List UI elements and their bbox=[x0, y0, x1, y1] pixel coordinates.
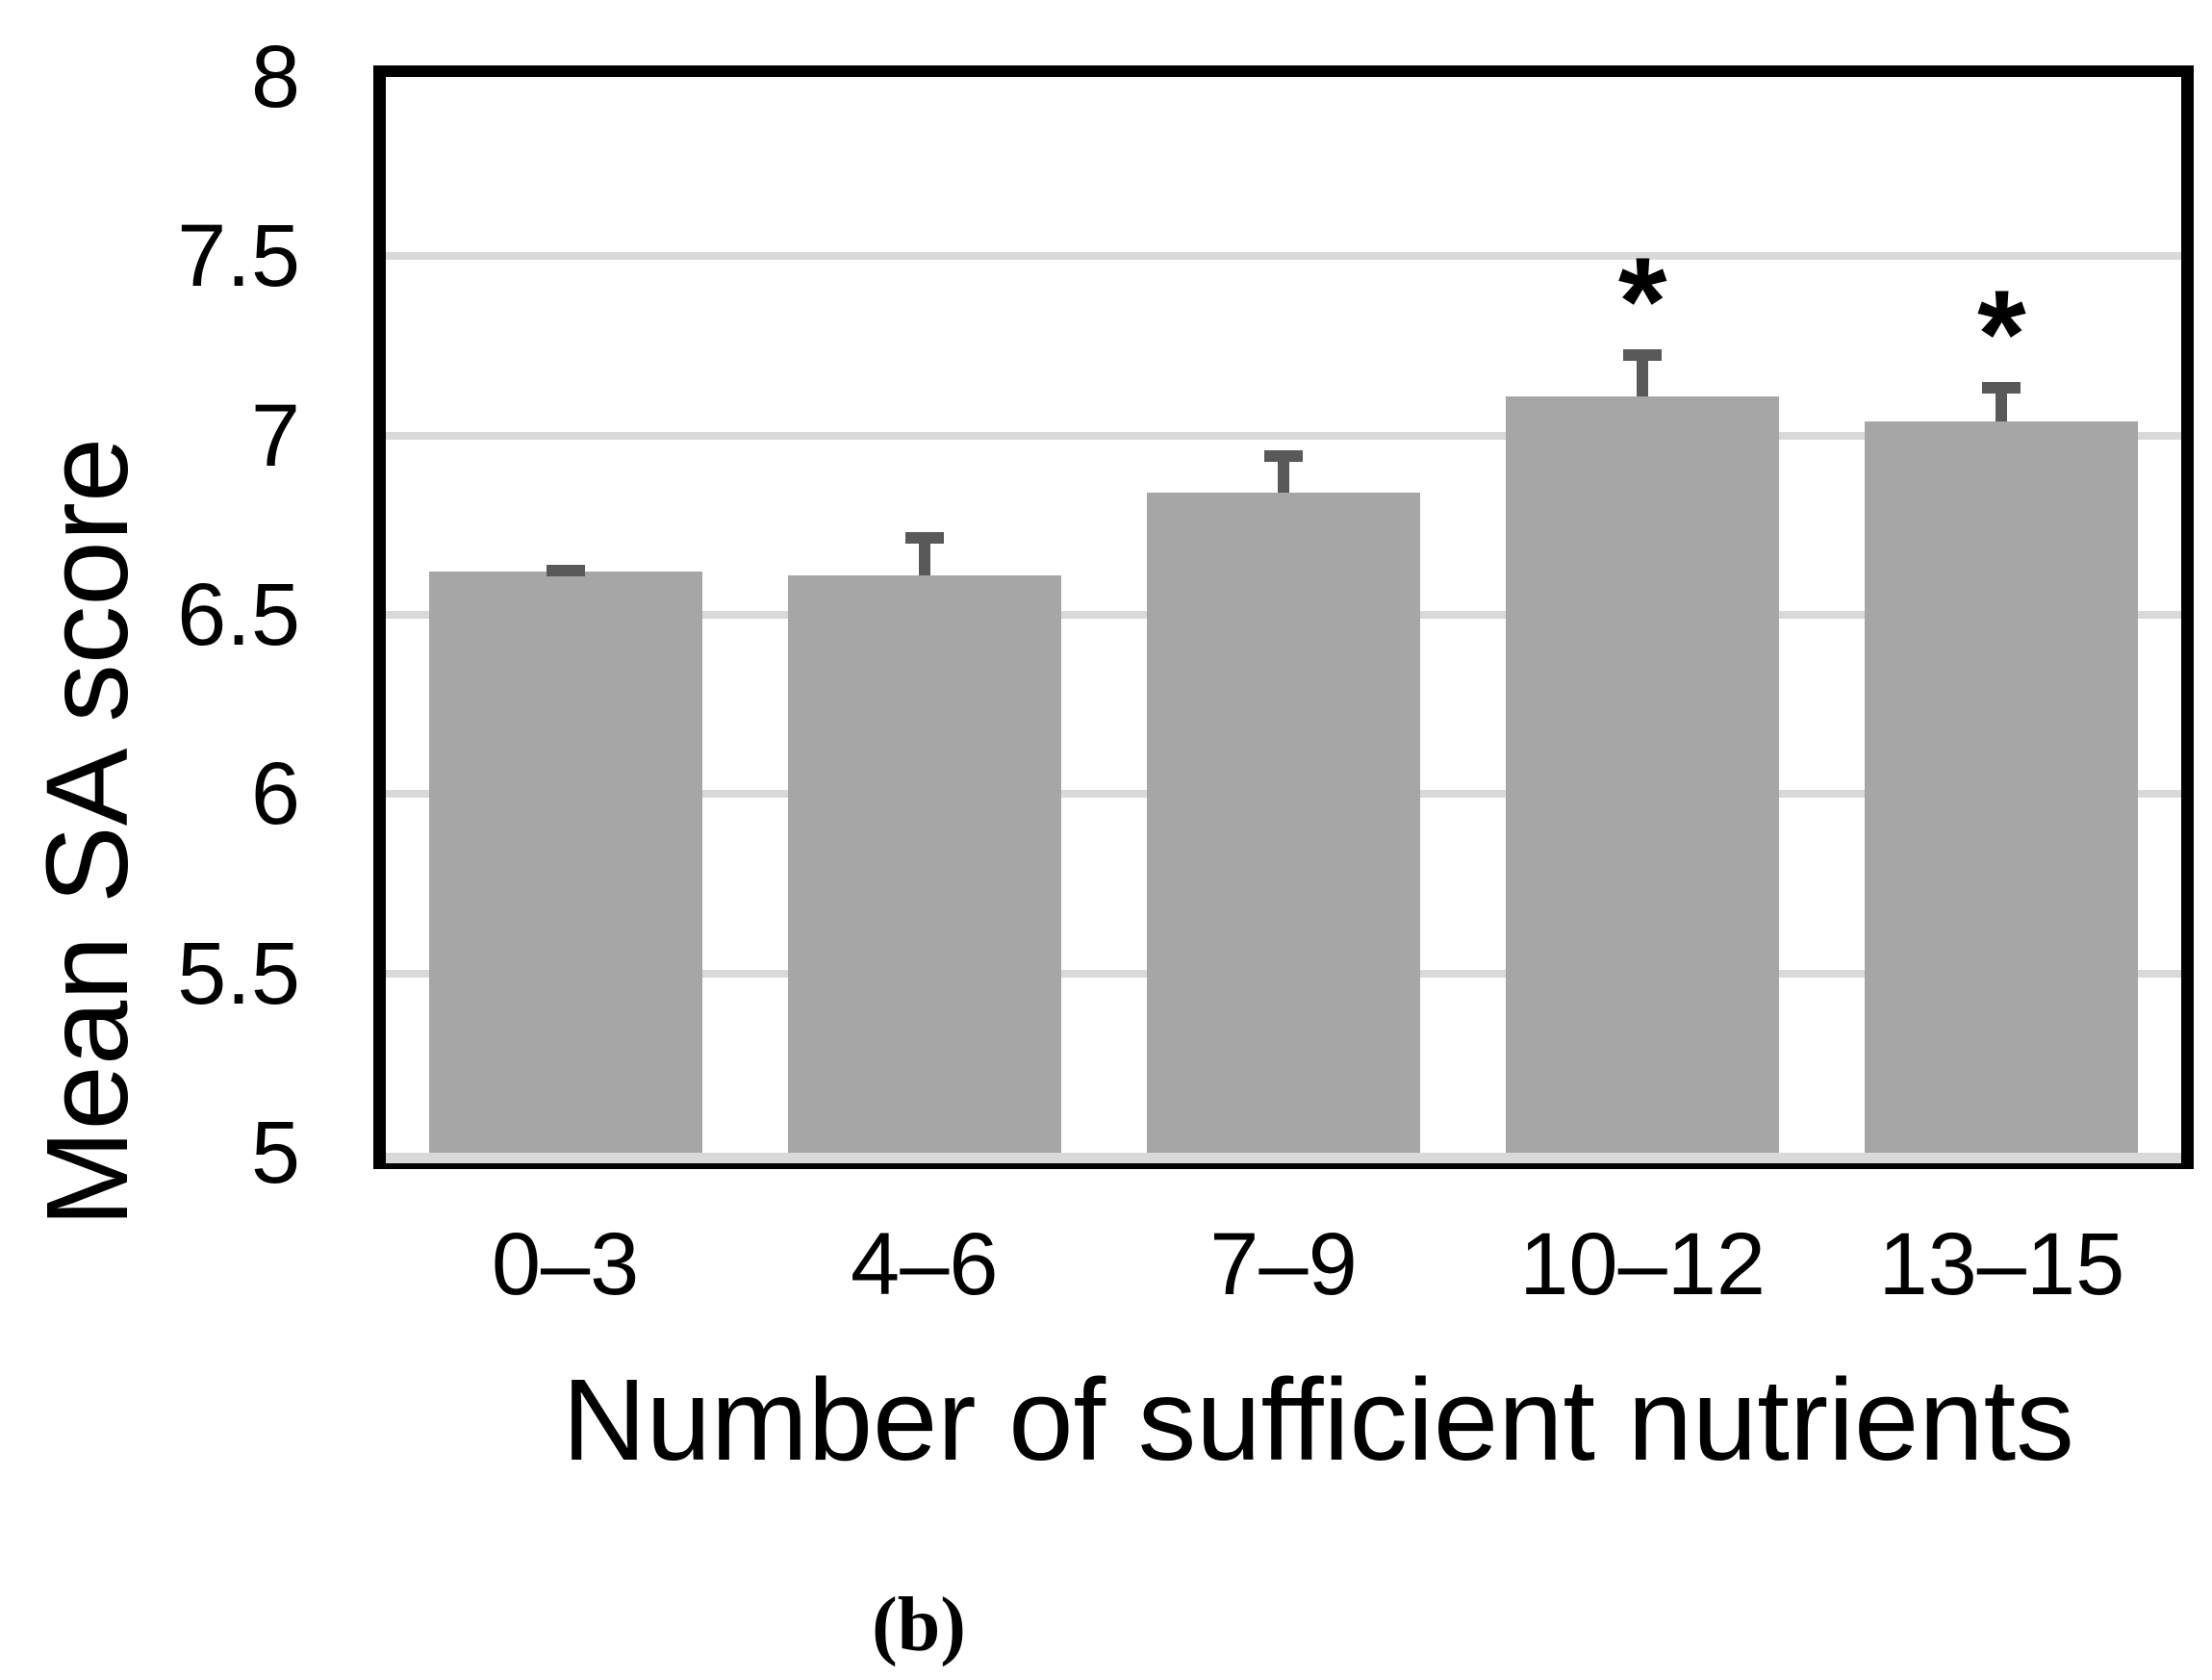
x-tick-label: 7–9 bbox=[1209, 1215, 1358, 1313]
gridline bbox=[386, 431, 2181, 440]
y-tick-label: 6.5 bbox=[177, 566, 300, 664]
y-tick-label: 6 bbox=[250, 745, 300, 844]
subfigure-caption: (b) bbox=[872, 1583, 966, 1667]
significance-asterisk: * bbox=[1977, 263, 2026, 404]
y-tick-label: 5 bbox=[250, 1104, 300, 1202]
gridline bbox=[386, 252, 2181, 261]
error-bar-cap bbox=[904, 532, 944, 545]
y-tick-label: 5.5 bbox=[177, 924, 300, 1023]
bar bbox=[1865, 420, 2139, 1153]
plot-area: * * bbox=[373, 65, 2194, 1169]
plot-inner: * * bbox=[386, 77, 2181, 1163]
significance-asterisk: * bbox=[1617, 231, 1667, 372]
error-bar-riser bbox=[1637, 349, 1649, 396]
x-tick-label: 0–3 bbox=[491, 1215, 640, 1313]
x-axis-title: Number of sufficient nutrients bbox=[562, 1354, 2074, 1485]
error-bar-cap bbox=[1982, 381, 2021, 394]
y-tick-label: 7 bbox=[250, 386, 300, 485]
bar bbox=[1506, 395, 1780, 1153]
bar bbox=[1147, 493, 1420, 1153]
error-bar-cap bbox=[1623, 349, 1663, 362]
x-tick-label: 4–6 bbox=[851, 1215, 999, 1313]
error-bar-cap bbox=[546, 564, 585, 576]
bar bbox=[428, 572, 702, 1153]
y-tick-label: 7.5 bbox=[177, 207, 300, 306]
x-tick-label: 13–15 bbox=[1878, 1215, 2125, 1313]
error-bar-cap bbox=[1264, 449, 1303, 462]
y-tick-label: 8 bbox=[250, 28, 300, 126]
baseline-strip bbox=[386, 1153, 2181, 1163]
x-tick-label: 10–12 bbox=[1519, 1215, 1767, 1313]
bar bbox=[787, 575, 1061, 1153]
